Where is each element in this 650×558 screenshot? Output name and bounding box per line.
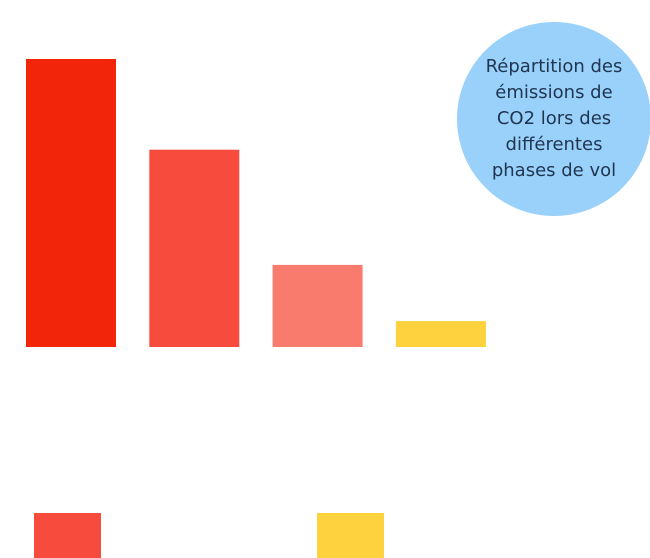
legend [34,513,384,558]
title-bubble: Répartition des émissions de CO2 lors de… [457,22,650,216]
bar-2 [149,149,240,347]
bar-3 [272,264,363,347]
legend-swatch-1 [34,513,101,558]
bar-1 [26,59,116,347]
bar-4 [395,321,486,347]
bars-layer [26,59,486,347]
chart-title: Répartition des émissions de CO2 lors de… [485,56,623,181]
legend-swatch-2 [317,513,384,558]
